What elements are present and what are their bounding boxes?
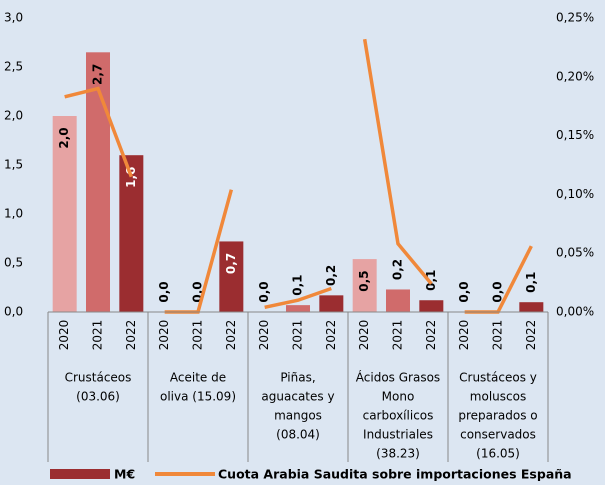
bar: [352, 259, 377, 312]
data-label: 1,6: [124, 167, 138, 188]
y2-tick-label: 0,10%: [556, 187, 594, 201]
bar: [286, 305, 310, 312]
y-tick-label: 1,5: [4, 158, 23, 172]
y-tick-label: 1,0: [4, 207, 23, 221]
y-tick-label: 0,5: [4, 256, 23, 270]
data-label: 0,0: [157, 281, 171, 302]
y2-tick-label: 0,25%: [556, 11, 594, 25]
y2-tick-label: 0,20%: [556, 69, 594, 83]
x-tick-label: 2020: [257, 320, 271, 351]
x-tick-label: 2022: [224, 320, 238, 351]
data-label: 2,0: [57, 127, 71, 148]
y2-tick-label: 0,05%: [556, 246, 594, 260]
line: [264, 286, 332, 310]
category-label: moluscos: [470, 390, 526, 404]
data-label: 0,2: [324, 265, 338, 286]
category-label: mangos: [274, 409, 322, 423]
category-label: conservados: [460, 428, 536, 442]
x-tick-label: 2020: [457, 320, 471, 351]
bar: [119, 155, 144, 312]
x-tick-label: 2022: [124, 320, 138, 351]
data-label: 0,0: [457, 281, 471, 302]
bar: [52, 116, 77, 312]
bar: [219, 241, 244, 312]
y-tick-label: 0,0: [4, 305, 23, 319]
y-tick-label: 2,0: [4, 109, 23, 123]
legend-swatch: [50, 469, 110, 479]
x-tick-label: 2022: [424, 320, 438, 351]
x-tick-label: 2021: [191, 320, 205, 351]
data-label: 0,1: [424, 270, 438, 291]
category-label: oliva (15.09): [160, 390, 236, 404]
category-label: (03.06): [76, 390, 120, 404]
y-tick-label: 2,5: [4, 60, 23, 74]
bar: [519, 302, 544, 312]
data-label: 0,1: [291, 275, 305, 296]
data-label: 0,0: [491, 281, 505, 302]
data-label: 0,5: [357, 270, 371, 291]
line: [362, 38, 433, 285]
x-tick-label: 2020: [57, 320, 71, 351]
category-label: Piñas,: [280, 371, 315, 385]
category-label: Ácidos Grasos: [356, 370, 440, 385]
data-label: 0,1: [524, 272, 538, 293]
bar: [86, 52, 110, 313]
bar: [386, 289, 410, 312]
category-label: Aceite de: [170, 371, 226, 385]
category-label: (16.05): [476, 447, 520, 461]
category-label: (38.23): [376, 447, 420, 461]
data-label: 0,2: [391, 259, 405, 280]
x-tick-label: 2022: [524, 320, 538, 351]
x-tick-label: 2022: [324, 320, 338, 351]
bar: [419, 300, 444, 312]
category-label: Crustáceos: [65, 371, 132, 385]
category-label: preparados o: [458, 409, 537, 423]
category-label: Industriales: [363, 428, 433, 442]
x-tick-label: 2021: [91, 320, 105, 351]
category-label: Mono: [382, 390, 415, 404]
y2-tick-label: 0,00%: [556, 305, 594, 319]
data-label: 0,7: [224, 253, 238, 274]
legend-label: M€: [114, 467, 135, 482]
x-tick-label: 2021: [491, 320, 505, 351]
x-tick-label: 2020: [357, 320, 371, 351]
category-label: Crustáceos y: [459, 371, 537, 385]
legend-label: Cuota Arabia Saudita sobre importaciones…: [218, 467, 572, 482]
bar: [319, 295, 344, 312]
data-label: 2,7: [91, 64, 105, 85]
line: [64, 86, 133, 178]
y-tick-label: 3,0: [4, 11, 23, 25]
category-label: carboxílicos: [363, 409, 434, 423]
category-label: aguacates y: [261, 390, 334, 404]
category-label: (08.04): [276, 428, 320, 442]
x-tick-label: 2021: [291, 320, 305, 351]
x-tick-label: 2021: [391, 320, 405, 351]
data-label: 0,0: [257, 281, 271, 302]
y2-tick-label: 0,15%: [556, 128, 594, 142]
x-tick-label: 2020: [157, 320, 171, 351]
